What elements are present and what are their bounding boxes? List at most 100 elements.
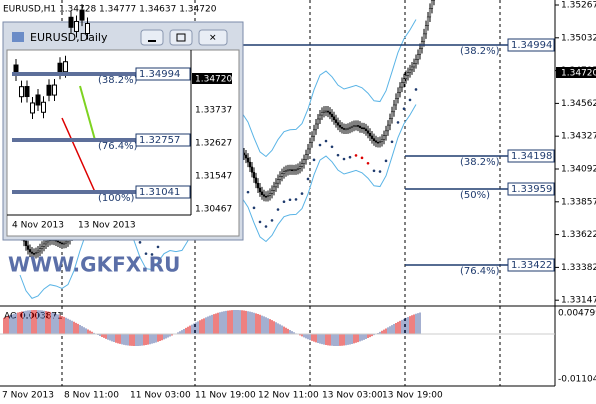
- sar-dot: [361, 157, 364, 160]
- close-glyph: ✕: [209, 34, 217, 44]
- sar-dot: [289, 198, 292, 201]
- candle-body: [397, 92, 399, 98]
- candle-body: [317, 119, 319, 124]
- sar-dot: [409, 99, 412, 102]
- candle-body: [341, 127, 343, 128]
- candle-body: [389, 119, 391, 125]
- candle-body: [299, 166, 301, 168]
- candle-body: [271, 190, 273, 193]
- watermark: WWW.GKFX.RU: [8, 253, 180, 277]
- candle-body: [381, 139, 383, 141]
- inset-candle: [80, 10, 84, 20]
- candle-body: [345, 129, 347, 130]
- candle-body: [261, 192, 263, 195]
- sar-dot: [379, 170, 382, 173]
- sar-dot: [355, 154, 358, 157]
- candle-body: [411, 67, 413, 70]
- candle-body: [355, 125, 357, 126]
- candle-body: [251, 167, 253, 172]
- candle-body: [371, 136, 373, 139]
- candle-body: [331, 114, 333, 117]
- candle-body: [325, 111, 327, 112]
- inset-candle: [36, 95, 40, 105]
- inset-price-label: 1.31547: [195, 172, 232, 182]
- inset-candle: [58, 63, 62, 73]
- inset-candle: [75, 21, 79, 31]
- sar-dot: [283, 200, 286, 203]
- current-price: 1.34720: [561, 69, 596, 79]
- candle-body: [363, 128, 365, 129]
- minimize-button[interactable]: [141, 30, 163, 45]
- inset-candle: [25, 87, 29, 97]
- price-label: 1.35267: [561, 1, 596, 11]
- candle-body: [291, 170, 293, 171]
- maximize-button[interactable]: [170, 30, 192, 45]
- inset-time-label: 4 Nov 2013: [12, 221, 64, 231]
- sar-dot: [403, 107, 406, 110]
- time-label: 7 Nov 2013: [2, 391, 54, 401]
- candle-body: [419, 49, 421, 55]
- candle-body: [27, 246, 29, 250]
- inset-title: EURUSD,Daily: [30, 31, 108, 44]
- candle-body: [431, 0, 433, 8]
- time-label: 13 Nov 03:00: [322, 391, 383, 401]
- sar-dot: [277, 208, 280, 211]
- sar-dot: [307, 178, 310, 181]
- sar-dot: [331, 146, 334, 149]
- inset-candle: [86, 23, 90, 33]
- candle-body: [383, 136, 385, 140]
- candle-body: [61, 243, 63, 244]
- candle-body: [59, 242, 61, 243]
- candle-body: [303, 160, 305, 164]
- candle-body: [367, 131, 369, 133]
- candle-body: [375, 141, 377, 142]
- candle-body: [283, 172, 285, 174]
- inset-fibo-price: 1.31041: [139, 187, 180, 198]
- sar-dot: [301, 192, 304, 195]
- candle-body: [409, 70, 411, 73]
- fibo-level: (38.2%): [460, 46, 500, 57]
- inset-current-price: 1.34720: [195, 75, 232, 85]
- price-label: 1.33382: [561, 263, 596, 273]
- inset-candle: [31, 103, 35, 113]
- candle-body: [369, 133, 371, 136]
- inset-candle: [64, 62, 68, 72]
- candle-body: [269, 193, 271, 195]
- price-label: 1.33147: [561, 296, 596, 306]
- sar-dot: [397, 121, 400, 124]
- candle-body: [297, 168, 299, 169]
- sar-dot: [319, 144, 322, 147]
- candle-body: [335, 120, 337, 123]
- candle-body: [387, 125, 389, 131]
- inset-window[interactable]: EURUSD,Daily ✕ (38.2%)1.34994(76.4%)1.32…: [3, 4, 243, 240]
- candle-body: [323, 111, 325, 112]
- inset-fibo-price: 1.34994: [139, 69, 180, 80]
- candle-body: [361, 128, 363, 129]
- fibo-price: 1.34994: [511, 40, 552, 51]
- candle-body: [313, 130, 315, 136]
- candle-body: [259, 188, 261, 192]
- candle-body: [43, 244, 45, 246]
- sar-dot: [325, 140, 328, 143]
- sar-dot: [343, 158, 346, 161]
- candle-body: [377, 142, 379, 143]
- sar-dot: [313, 159, 316, 162]
- candle-body: [57, 241, 59, 242]
- chart-header: EURUSD,H1 1.34728 1.34777 1.34637 1.3472…: [3, 5, 217, 15]
- candle-body: [399, 87, 401, 92]
- time-label: 11 Nov 19:00: [195, 391, 256, 401]
- candle-body: [373, 139, 375, 141]
- candle-body: [315, 124, 317, 130]
- sar-dot: [349, 156, 352, 159]
- time-label: 11 Nov 03:00: [130, 391, 191, 401]
- sar-dot: [265, 225, 268, 228]
- candle-body: [395, 98, 397, 105]
- candle-body: [255, 178, 257, 183]
- candle-body: [293, 170, 295, 171]
- candle-body: [295, 169, 297, 170]
- candle-body: [391, 112, 393, 119]
- fibo-price: 1.33959: [511, 184, 552, 195]
- candle-body: [403, 79, 405, 83]
- sar-dot: [337, 154, 340, 157]
- inset-fibo-price: 1.32757: [139, 135, 180, 146]
